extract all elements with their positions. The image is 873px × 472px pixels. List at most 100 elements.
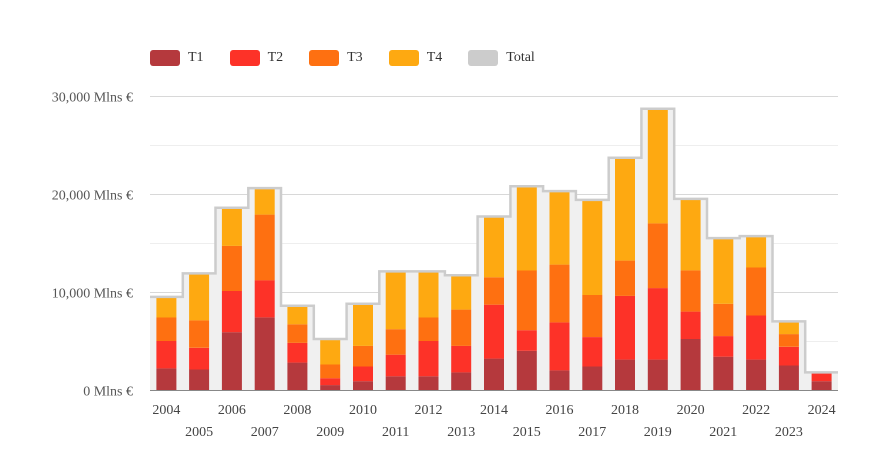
legend-item-t2[interactable]: T2: [229, 50, 283, 66]
x-tick-label: 2017: [578, 425, 606, 440]
bar-segment-t1: [516, 350, 537, 390]
bar-segment-t4: [778, 321, 799, 335]
bar-segment-t2: [254, 280, 275, 318]
legend-swatch-t3: [309, 50, 340, 66]
bar-segment-t4: [516, 186, 537, 271]
bar-segment-t3: [320, 364, 341, 379]
legend-swatch-t4: [388, 50, 419, 66]
bar-segment-t4: [484, 216, 504, 278]
x-tick-label: 2023: [775, 425, 803, 440]
bar-segment-t3: [484, 277, 504, 305]
bar-segment-t2: [320, 378, 341, 386]
x-tick-label: 2013: [447, 425, 475, 440]
bar-segment-t4: [680, 198, 701, 271]
bar-segment-t1: [320, 385, 341, 390]
bar-segment-t3: [287, 324, 308, 343]
bar-segment-t4: [385, 271, 406, 330]
bar-segment-t3: [156, 317, 177, 341]
bar-segment-t3: [582, 294, 603, 337]
bar-segment-t3: [189, 320, 210, 348]
legend-label-t1: T1: [188, 50, 204, 65]
x-tick-label: 2021: [709, 425, 737, 440]
x-tick-label: 2012: [415, 403, 443, 418]
bar-segment-t4: [746, 236, 767, 268]
legend-item-total[interactable]: Total: [468, 50, 535, 66]
legend-item-t1[interactable]: T1: [150, 50, 204, 66]
bar-segment-t3: [516, 270, 537, 331]
x-tick-label: 2014: [480, 403, 508, 418]
bar-segment-t3: [713, 303, 734, 337]
bar-segment-t1: [615, 359, 635, 390]
bar-segment-t2: [549, 322, 570, 371]
x-tick-label: 2006: [218, 403, 246, 418]
bar-segment-t2: [287, 343, 308, 363]
bar-segment-t1: [156, 368, 177, 390]
bar-segment-t2: [484, 304, 504, 359]
bar-segment-t4: [549, 191, 570, 265]
bar-segment-t4: [320, 339, 341, 365]
bar-segment-t2: [516, 330, 537, 351]
y-tick-label: 20,000 Mlns €: [52, 189, 133, 204]
bar-segment-t4: [287, 305, 308, 325]
bar-segment-t1: [254, 317, 275, 390]
x-tick-label: 2008: [283, 403, 311, 418]
bar-segment-t4: [221, 207, 242, 246]
bar-segment-t1: [287, 362, 308, 390]
x-tick-label: 2019: [644, 425, 672, 440]
bar-segment-t1: [811, 381, 832, 390]
bar-segment-t2: [385, 354, 406, 377]
bar-segment-t2: [189, 347, 210, 370]
bar-segment-t1: [221, 332, 242, 390]
legend-label-t3: T3: [347, 50, 363, 65]
bar-segment-t1: [582, 366, 603, 390]
legend-label-total: Total: [506, 50, 535, 65]
bar-segment-t4: [647, 109, 668, 224]
bar-segment-t2: [156, 341, 177, 369]
bar-segment-t4: [582, 199, 603, 295]
x-tick-label: 2015: [513, 425, 541, 440]
legend-item-t4[interactable]: T4: [388, 50, 443, 66]
bar-segment-t2: [353, 366, 373, 382]
bar-segment-t1: [647, 359, 668, 390]
bar-segment-t2: [746, 315, 767, 360]
bar-segment-t2: [680, 311, 701, 339]
bar-segment-t2: [811, 372, 832, 382]
legend-swatch-t2: [229, 50, 260, 66]
x-tick-label: 2007: [251, 425, 279, 440]
x-tick-label: 2004: [152, 403, 180, 418]
bar-segment-t4: [353, 303, 373, 346]
x-tick-label: 2022: [742, 403, 770, 418]
bar-segment-t2: [615, 295, 635, 360]
bar-segment-t3: [451, 309, 472, 346]
bar-segment-t1: [385, 376, 406, 390]
bar-segment-t4: [189, 273, 210, 321]
y-tick-label: 10,000 Mlns €: [52, 287, 133, 302]
legend-swatch-total: [468, 50, 499, 66]
legend-item-t3[interactable]: T3: [309, 50, 363, 66]
x-tick-label: 2005: [185, 425, 213, 440]
bar-segment-t3: [647, 223, 668, 289]
bar-segment-t3: [254, 214, 275, 281]
bar-segment-t1: [418, 376, 439, 390]
bar-segment-t1: [778, 365, 799, 390]
bar-segment-t2: [713, 336, 734, 357]
y-tick-label: 0 Mlns €: [83, 385, 133, 400]
bar-segment-t2: [221, 291, 242, 333]
bar-segment-t2: [778, 346, 799, 366]
bar-segment-t1: [484, 358, 504, 390]
bar-segment-t4: [615, 157, 635, 261]
bar-segment-t3: [746, 267, 767, 316]
x-tick-label: 2020: [677, 403, 705, 418]
x-tick-label: 2018: [611, 403, 639, 418]
bar-segment-t3: [353, 345, 373, 367]
x-tick-label: 2010: [349, 403, 377, 418]
bar-segment-t4: [156, 296, 177, 318]
bar-segment-t1: [451, 372, 472, 390]
legend-label-t4: T4: [426, 50, 443, 65]
y-tick-label: 30,000 Mlns €: [52, 91, 133, 106]
bar-segment-t3: [221, 245, 242, 291]
bar-segment-t3: [549, 264, 570, 323]
bar-segment-t4: [713, 238, 734, 304]
bar-segment-t1: [713, 356, 734, 390]
